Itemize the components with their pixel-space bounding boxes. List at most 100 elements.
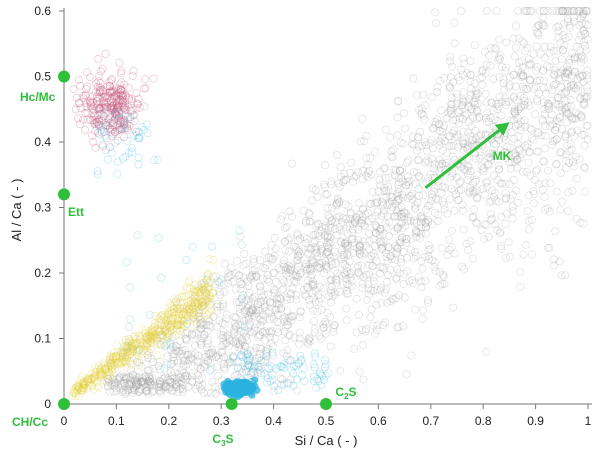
data-point-2534 [206,294,215,303]
data-point-1629 [473,107,482,116]
data-point-1281 [241,353,250,362]
data-point-34 [240,342,249,351]
data-point-1954 [579,26,588,35]
data-point-71 [511,82,520,91]
data-point-2748 [187,304,196,313]
data-point-3399 [154,155,163,164]
data-point-545 [292,246,301,255]
data-point-975 [346,208,355,217]
data-point-361 [469,98,478,107]
data-point-213 [233,338,242,347]
data-point-705 [361,210,370,219]
data-point-2718 [133,351,142,360]
data-point-65 [311,248,320,257]
data-point-563 [583,66,592,75]
data-point-531 [393,224,402,233]
data-point-1323 [172,303,181,312]
data-point-52 [446,173,455,182]
data-point-823 [362,295,371,304]
data-point-1217 [490,115,499,124]
data-point-1621 [250,292,259,301]
data-point-2264 [100,97,109,106]
data-point-642 [341,239,350,248]
data-point-1441 [168,342,177,351]
data-point-931 [349,220,358,229]
data-point-1574 [274,304,283,313]
data-point-2311 [117,67,126,76]
data-point-1311 [440,73,449,82]
data-point-395 [387,152,396,161]
data-point-800 [341,261,350,270]
data-point-2565 [177,316,186,325]
data-point-1222 [549,255,558,264]
data-point-2152 [143,379,152,388]
reference-point-label-4: C2S [335,385,356,401]
data-point-1411 [317,244,326,253]
data-point-252 [246,308,255,317]
data-point-1274 [421,101,430,110]
data-point-634 [332,278,341,287]
data-point-794 [447,226,456,235]
data-point-1628 [306,300,315,309]
data-point-2319 [125,95,134,104]
data-point-2948 [194,284,203,293]
data-point-2834 [121,345,130,354]
data-point-845 [434,210,443,219]
data-point-514 [133,377,142,386]
data-point-1825 [413,133,422,142]
data-point-2566 [82,377,91,386]
data-point-478 [306,217,315,226]
data-point-1313 [348,234,357,243]
data-point-222 [262,355,271,364]
data-point-706 [161,381,170,390]
data-point-1070 [445,106,454,115]
data-point-2728 [85,374,94,383]
data-point-830 [522,84,531,93]
data-point-1764 [508,214,517,223]
data-point-2669 [150,319,159,328]
data-point-1501 [403,216,412,225]
data-point-2784 [166,314,175,323]
data-point-1445 [202,320,211,329]
data-point-2290 [74,75,83,84]
data-point-1107 [426,244,435,253]
data-point-2829 [205,279,214,288]
data-point-2393 [109,105,118,114]
data-point-2817 [142,342,151,351]
data-point-609 [398,177,407,186]
data-point-325 [357,219,366,228]
data-point-2795 [122,337,131,346]
data-point-2548 [157,311,166,320]
data-point-1516 [501,189,510,198]
data-point-2498 [182,306,191,315]
data-point-2607 [156,330,165,339]
data-point-647 [131,376,140,385]
data-point-1990 [124,334,133,343]
data-point-2123 [270,233,279,242]
data-point-2501 [145,329,154,338]
data-point-1767 [350,172,359,181]
x-tick-label-7: 0.7 [422,414,439,428]
data-point-1890 [313,248,322,257]
data-point-2360 [132,128,141,137]
data-point-928 [304,208,313,217]
data-point-890 [541,179,550,188]
data-point-1467 [338,259,347,268]
data-point-1774 [167,386,176,395]
data-point-2901 [151,333,160,342]
data-point-260 [399,280,408,289]
data-point-916 [146,345,155,354]
data-point-2043 [163,329,172,338]
data-point-1121 [574,86,583,95]
data-point-1502 [321,190,330,199]
data-point-2286 [109,92,118,101]
data-point-1994 [575,7,584,15]
data-point-335 [402,234,411,243]
data-point-3332 [299,363,308,372]
data-point-75 [547,110,556,119]
data-point-2800 [112,352,121,361]
data-point-1389 [212,322,221,331]
data-point-1928 [445,84,454,93]
data-point-2672 [151,326,160,335]
data-point-1844 [404,212,413,221]
